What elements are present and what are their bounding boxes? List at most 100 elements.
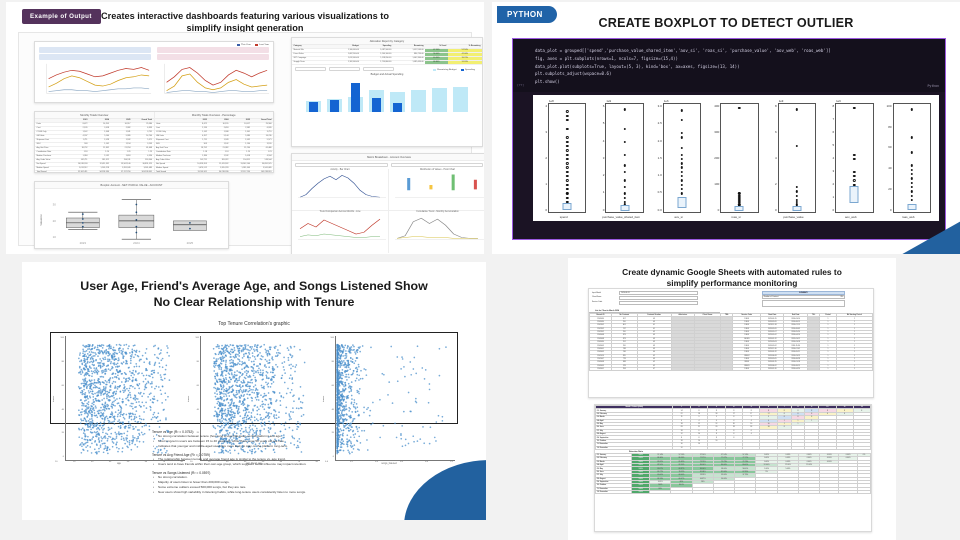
- outlier-point: [910, 181, 913, 184]
- table-cell: Direct Sales: [292, 52, 329, 57]
- table-cell: Avg Order Value: [35, 158, 68, 163]
- table-row: Supply Chain 1,162,000.00 1,710,800.00 1,08…: [292, 60, 482, 65]
- col-grand-total: Grand Total: [131, 118, 154, 123]
- col-budget: Budget: [328, 44, 361, 49]
- table-cell: COGS Only: [154, 130, 187, 135]
- table-cell: 2,382: [110, 126, 132, 131]
- boxplot-x-label: roas_si: [731, 214, 741, 219]
- budget-legend: Remaining Budget Spending: [429, 67, 479, 72]
- panel-tables: Monthly Totals Overview 2023 2024 2025 G…: [34, 111, 274, 173]
- scatter-plot-grid: Tenure vs Age (R² Result 0.0752)tenure02…: [50, 331, 458, 465]
- box-iqr: [620, 205, 630, 211]
- table-cell: 5,571: [131, 138, 154, 143]
- axis-tick: 2.5: [657, 121, 662, 126]
- multi-filter-row[interactable]: [292, 161, 484, 170]
- table-cell: 10,918,203: [186, 162, 209, 167]
- table-cell: 3,791: [131, 130, 154, 135]
- table-cell: 1,281,349: [110, 166, 132, 171]
- finding-bullets: The relationship between tenure and aver…: [152, 457, 486, 467]
- sheet-cohort-retention[interactable]: Month / Cohort (2024) 1 2 3 4 5 6 7 8 9 10 11 12 01:…: [594, 404, 872, 532]
- filter-month[interactable]: [328, 66, 360, 72]
- table-row: Direct Sales 1,087,500.00 1,204,100.00 884,…: [292, 52, 482, 57]
- sheet-contract-list[interactable]: Input Month 2024-03-31 Client Name Servi…: [588, 288, 874, 398]
- filter-year[interactable]: [295, 66, 326, 72]
- table-cell: Contribution Rate: [35, 150, 68, 155]
- table-row: Avg Order Value 142,711 181,322 194,511 518,…: [154, 158, 273, 163]
- form-label: Service Code: [592, 301, 603, 303]
- outlier-point: [910, 194, 913, 197]
- axis-tick: 100: [195, 337, 199, 340]
- table-cell: SKU: [35, 142, 68, 147]
- filter-secondary[interactable]: [390, 162, 483, 168]
- outlier-point: [853, 179, 856, 182]
- boxplot-panel: 0 20 40 60 80 100 roas_web: [880, 99, 937, 219]
- table-row: Cost 2,139 2,418 2,382 6,939: [154, 126, 273, 131]
- bar-item: [452, 80, 469, 113]
- finding-heading: Tenure vs Avg Friend Age (R² = 0.0759): [152, 452, 210, 457]
- table-cell: 1,162,000.00: [328, 60, 361, 65]
- table-cell: 34,218,330: [88, 170, 111, 172]
- outlier-point: [910, 108, 913, 111]
- outlier-point: [566, 144, 569, 148]
- outlier-point: [566, 110, 569, 113]
- summary-label: Number of Contract: [763, 296, 779, 298]
- col-pct-remaining: % Remaining: [447, 44, 482, 49]
- axis-tick: 2: [832, 181, 835, 186]
- table-cell: [857, 489, 871, 495]
- table-cell: [670, 489, 693, 495]
- axis-tick: 2: [545, 155, 547, 160]
- table-cell: 3,199: [131, 142, 154, 147]
- table-cell: GM Units: [35, 134, 68, 139]
- axis-tick: 400: [714, 104, 720, 109]
- axis-tick: 1: [832, 194, 835, 199]
- mini-strip-chart: [395, 174, 484, 198]
- table-cell: 2,139: [186, 126, 209, 131]
- table-cell: [670, 366, 696, 372]
- table-cell: 142,711: [186, 158, 209, 163]
- outlier-point: [910, 172, 913, 176]
- box-iqr: [677, 196, 687, 208]
- bar-item: [368, 80, 385, 113]
- code-editor[interactable]: [77] Python data_plot = grouped[['spend'…: [513, 39, 945, 92]
- axis-tick: 40: [108, 460, 112, 463]
- outlier-point: [566, 140, 569, 143]
- outlier-point: [853, 107, 856, 110]
- boxplot-frame: [777, 102, 817, 213]
- axis-tick: 20: [196, 432, 199, 435]
- axis-tick: 1.0: [657, 173, 662, 178]
- finding-bullet: No strong correlation.: [152, 475, 486, 480]
- axis-exponent-label: 1e6: [663, 98, 669, 103]
- cell-index: [77]: [517, 83, 525, 88]
- finding-bullet: The relationship between tenure and aver…: [152, 457, 486, 462]
- panel-line-charts: This Year Last Year: [34, 41, 274, 103]
- slide-title-dashboards: Creates interactive dashboards featuring…: [101, 11, 389, 33]
- bar-item: [431, 80, 448, 113]
- table-cell: 1,932: [110, 138, 132, 143]
- axis-tick: 2.0: [657, 138, 662, 143]
- svg-text:20: 20: [53, 218, 57, 222]
- table-body-retention: 01: January 100% 57.14% 57.14% 57.14% 57.14% 5…: [594, 452, 871, 495]
- boxplot-panel: 1e9 0 1 2 3 4 5 6 purchase_value_shared_item: [592, 99, 649, 219]
- table-cell: 1,142: [186, 130, 209, 135]
- filter-category[interactable]: [362, 66, 394, 72]
- boxplot-x-label: roas_web: [901, 214, 915, 219]
- table-cell: 1,928: [208, 138, 230, 143]
- outlier-point: [566, 157, 569, 161]
- form-value[interactable]: 2024-03-31: [619, 291, 698, 295]
- axis-tick: 80: [331, 361, 334, 363]
- col-2024: 2024: [208, 118, 230, 123]
- table-cell: 29,584: [131, 122, 154, 127]
- category-filter-row[interactable]: Remaining Budget Spending: [292, 65, 482, 74]
- svg-text:Valuation: Valuation: [39, 213, 43, 225]
- table-cell: 1.29: [110, 150, 132, 155]
- table-cell: 10,195: [208, 122, 230, 127]
- slide-title-python: CREATE BOXPLOT TO DETECT OUTLIER: [598, 16, 854, 30]
- table-cell: Median Spend: [154, 166, 187, 171]
- axis-tick: 1: [545, 181, 547, 186]
- table-cell: Avg Order Value: [154, 158, 187, 163]
- table-header-row: 2023 2024 2025 Grand Total: [154, 118, 273, 123]
- boxplot-panel: 0 100 200 300 400 roas_si: [707, 99, 764, 219]
- filter-region[interactable]: [295, 162, 388, 168]
- axis-tick: 2: [602, 173, 605, 178]
- outlier-point: [738, 203, 741, 206]
